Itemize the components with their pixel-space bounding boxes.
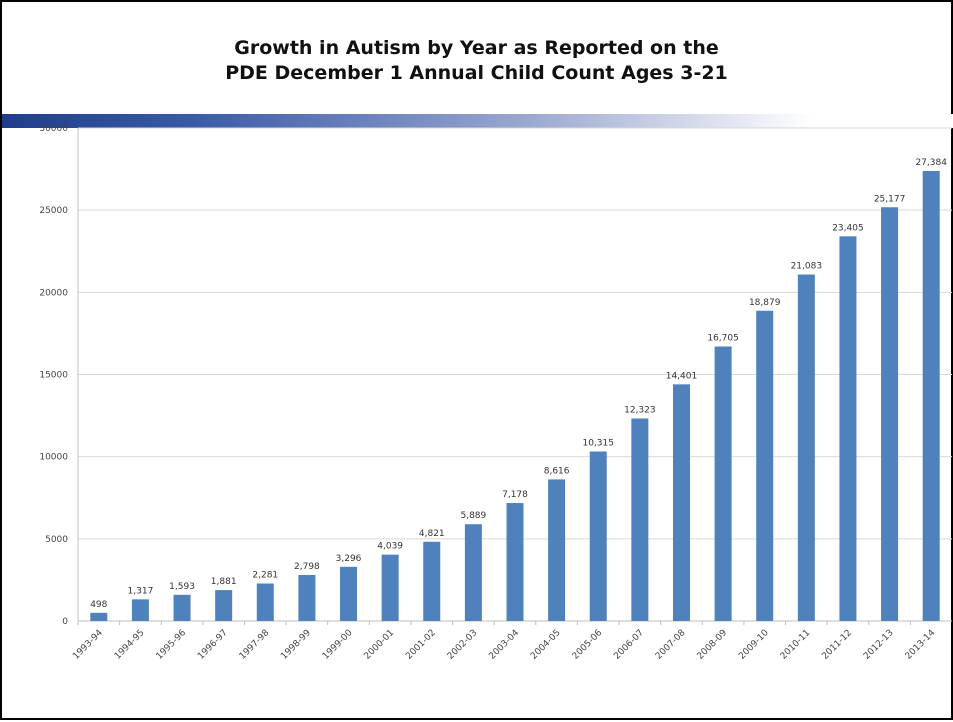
bar: [131, 599, 149, 621]
bar: [90, 612, 108, 621]
y-tick-label: 30000: [39, 124, 68, 134]
y-tick-label: 20000: [39, 288, 68, 298]
bar: [881, 207, 899, 621]
data-label: 5,889: [460, 511, 486, 521]
data-label: 1,881: [211, 577, 237, 587]
bar: [672, 384, 690, 621]
bar: [256, 583, 274, 621]
data-label: 1,593: [169, 582, 195, 592]
data-label: 23,405: [832, 223, 864, 233]
chart-title: Growth in Autism by Year as Reported on …: [2, 36, 951, 86]
data-label: 2,281: [252, 571, 278, 581]
data-label: 21,083: [791, 262, 823, 272]
x-tick-label: 2008-09: [696, 628, 730, 662]
data-label: 18,879: [749, 298, 781, 308]
y-tick-label: 10000: [39, 453, 68, 463]
data-label: 27,384: [915, 158, 947, 168]
data-label: 7,178: [502, 490, 528, 500]
bar: [839, 236, 857, 621]
bar: [589, 451, 607, 621]
title-line-1: Growth in Autism by Year as Reported on …: [234, 37, 719, 59]
x-tick-label: 1998-99: [279, 628, 313, 662]
x-tick-label: 2003-04: [487, 628, 521, 662]
data-label: 8,616: [544, 466, 570, 476]
x-tick-label: 2009-10: [737, 628, 771, 662]
data-label: 14,401: [666, 371, 698, 381]
x-tick-label: 1995-96: [155, 628, 189, 662]
x-tick-label: 2005-06: [571, 628, 605, 662]
bar: [464, 524, 482, 621]
data-label: 4,039: [377, 542, 403, 552]
data-label: 2,798: [294, 562, 320, 572]
x-tick-label: 2012-13: [862, 628, 896, 662]
bar: [423, 541, 441, 621]
data-label: 16,705: [707, 333, 739, 343]
data-label: 10,315: [582, 438, 614, 448]
y-tick-label: 0: [62, 617, 68, 627]
bar: [506, 503, 524, 621]
data-label: 4,821: [419, 529, 445, 539]
bar: [922, 170, 940, 621]
x-tick-label: 1993-94: [71, 628, 105, 662]
header-gradient-band: [2, 114, 953, 128]
title-line-2: PDE December 1 Annual Child Count Ages 3…: [225, 62, 728, 84]
x-tick-label: 2011-12: [820, 628, 854, 662]
x-tick-label: 1994-95: [113, 628, 147, 662]
bar: [548, 479, 566, 621]
bar: [756, 310, 774, 621]
data-label: 12,323: [624, 405, 656, 415]
data-label: 3,296: [336, 554, 362, 564]
data-label: 498: [90, 600, 107, 610]
y-tick-label: 5000: [45, 535, 68, 545]
x-tick-label: 2001-02: [404, 628, 438, 662]
bar: [173, 594, 191, 621]
x-tick-label: 1999-00: [321, 628, 355, 662]
bar: [215, 590, 233, 621]
x-tick-label: 1996-97: [196, 628, 230, 662]
x-tick-label: 2013-14: [904, 628, 938, 662]
data-label: 25,177: [874, 194, 906, 204]
bar: [631, 418, 649, 621]
y-tick-label: 15000: [39, 371, 68, 381]
x-tick-label: 1997-98: [238, 628, 272, 662]
bar: [340, 566, 358, 621]
bar: [797, 274, 815, 621]
x-tick-label: 2007-08: [654, 628, 688, 662]
data-label: 1,317: [128, 586, 154, 596]
x-tick-label: 2002-03: [446, 628, 480, 662]
bar: [381, 554, 399, 621]
x-tick-label: 2000-01: [363, 628, 397, 662]
bar: [298, 575, 316, 621]
y-tick-label: 25000: [39, 206, 68, 216]
x-tick-label: 2010-11: [779, 628, 813, 662]
x-tick-label: 2006-07: [612, 628, 646, 662]
bar: [714, 346, 732, 621]
x-tick-label: 2004-05: [529, 628, 563, 662]
